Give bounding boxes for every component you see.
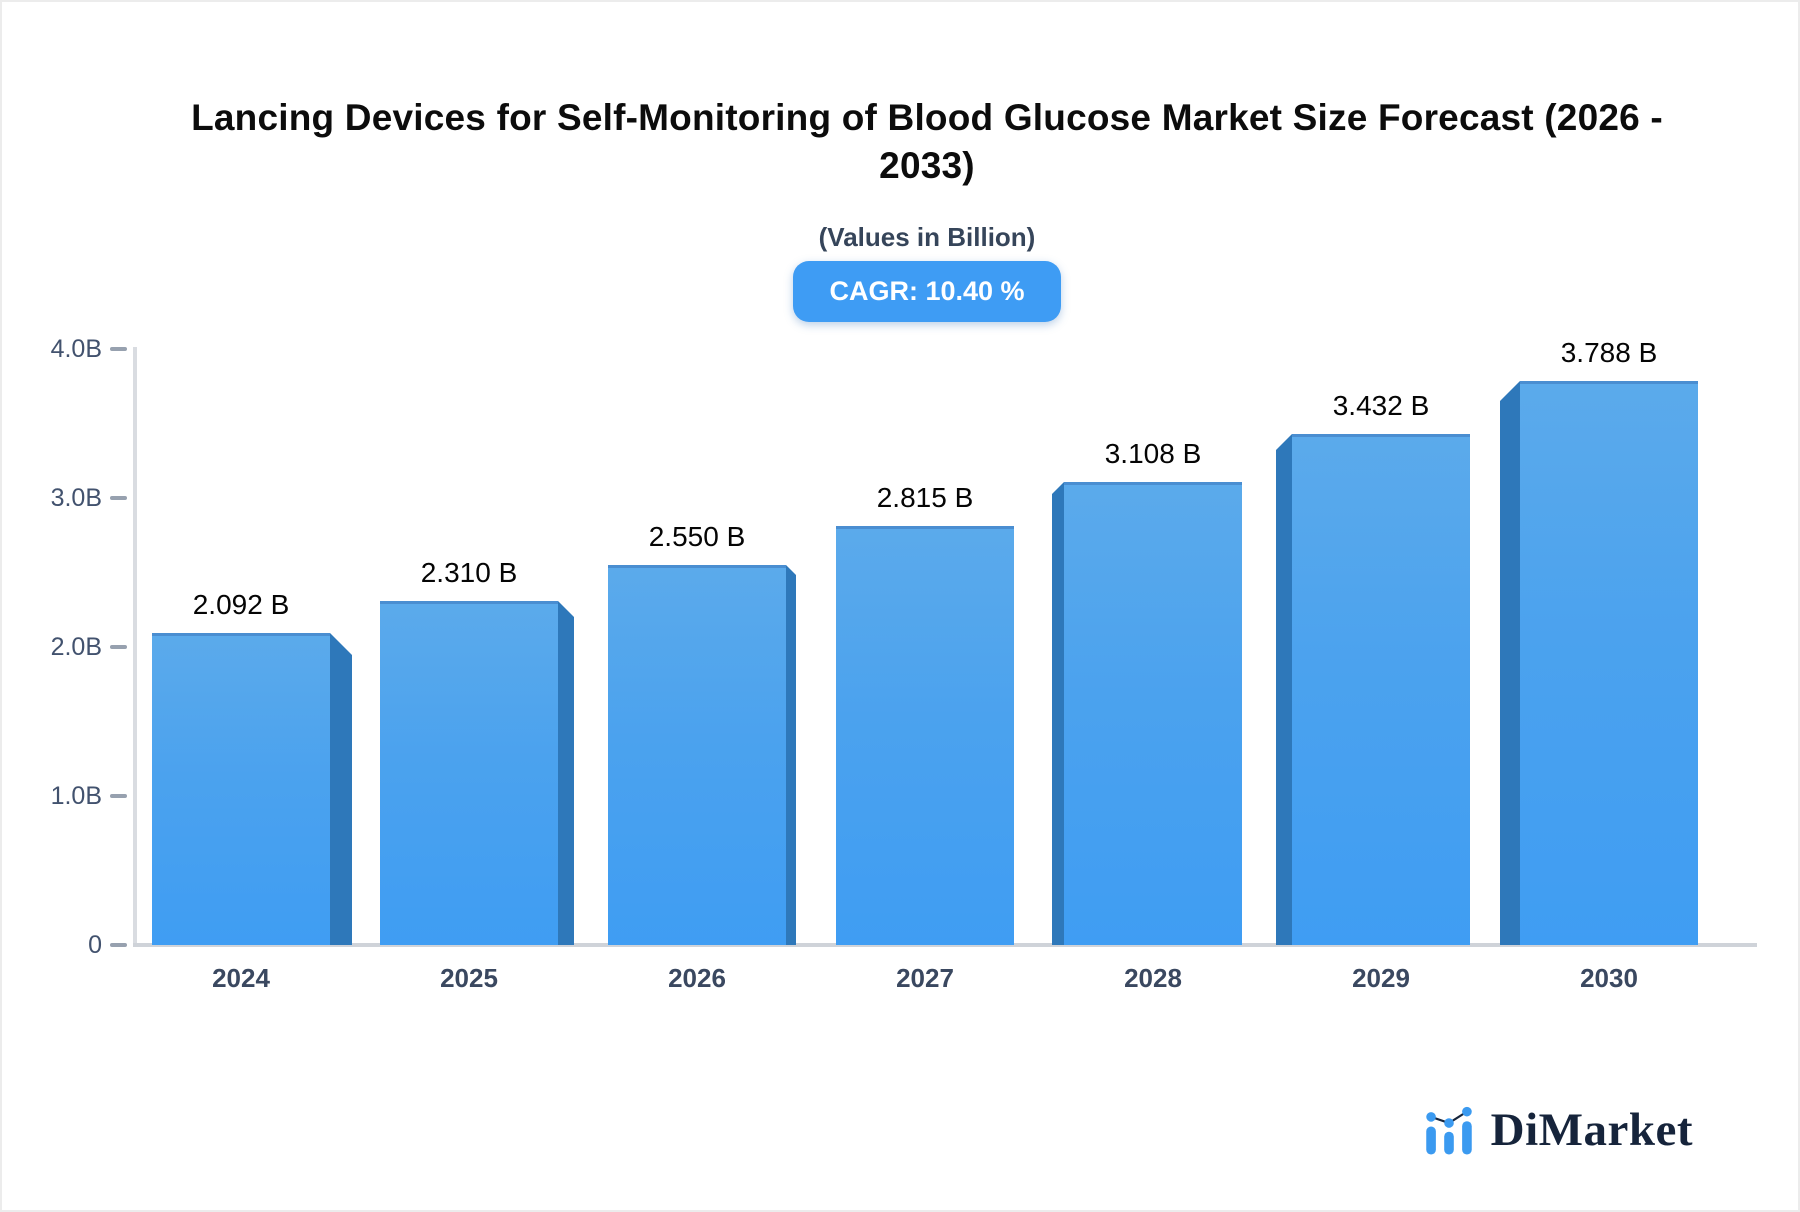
x-axis-line [133, 943, 1757, 947]
cagr-badge: CAGR: 10.40 % [793, 261, 1061, 322]
bar-side-2028 [1052, 482, 1064, 945]
bar-2029 [1292, 434, 1470, 945]
bar-side-2029 [1276, 434, 1292, 945]
dimarket-logo-icon [1425, 1106, 1472, 1155]
bar-2024 [152, 633, 330, 945]
bar-value-label: 3.432 B [1332, 390, 1430, 421]
x-axis-label: 2025 [440, 963, 498, 993]
y-axis-tick-label: 0 [88, 931, 102, 959]
bar-side-2030 [1500, 381, 1520, 945]
chart-title-line2: 2033) [879, 145, 975, 186]
bar-2028 [1064, 482, 1242, 945]
y-axis-tick-label: 3.0B [50, 484, 102, 512]
bar-side-2024 [330, 633, 352, 945]
y-axis-tick-mark [110, 347, 127, 351]
x-axis-label: 2028 [1124, 963, 1182, 993]
y-axis-tick-mark [110, 645, 127, 649]
bar-2025 [380, 601, 558, 945]
x-axis-label: 2024 [212, 963, 270, 993]
bar-value-label: 2.550 B [648, 521, 746, 552]
x-axis-label: 2027 [896, 963, 954, 993]
chart-subtitle: (Values in Billion) [818, 222, 1036, 252]
chart-title-line1: Lancing Devices for Self-Monitoring of B… [191, 97, 1663, 138]
dimarket-logo-text: DiMarket [1490, 1104, 1693, 1156]
bar-side-2026 [786, 565, 796, 945]
bar-value-label: 3.108 B [1104, 438, 1202, 469]
bar-value-label: 3.788 B [1560, 337, 1658, 368]
bar-2027 [836, 526, 1014, 945]
chart-title: Lancing Devices for Self-Monitoring of B… [57, 94, 1797, 190]
bar-side-2025 [558, 601, 574, 945]
x-axis-label: 2029 [1352, 963, 1410, 993]
bar-value-label: 2.092 B [192, 589, 290, 620]
y-axis-tick-label: 1.0B [50, 782, 102, 810]
bar-value-label: 2.815 B [876, 482, 974, 513]
x-axis-label: 2030 [1580, 963, 1638, 993]
bar-2026 [608, 565, 786, 945]
chart-header: Lancing Devices for Self-Monitoring of B… [57, 94, 1797, 322]
y-axis-tick-mark [110, 943, 127, 947]
y-axis-tick-label: 2.0B [50, 633, 102, 661]
x-axis-label: 2026 [668, 963, 726, 993]
bar-2030 [1520, 381, 1698, 945]
y-axis-tick-label: 4.0B [50, 335, 102, 363]
bar-value-label: 2.310 B [420, 557, 518, 588]
y-axis-line [133, 347, 137, 947]
y-axis-tick-mark [110, 496, 127, 500]
y-axis-tick-mark [110, 794, 127, 798]
plot-area: 0 1.0B 2.0B 3.0B 4.0B 2.092 B 2024 2.310 B 2025… [2, 335, 1800, 993]
dimarket-logo: DiMarket [1421, 1102, 1693, 1158]
